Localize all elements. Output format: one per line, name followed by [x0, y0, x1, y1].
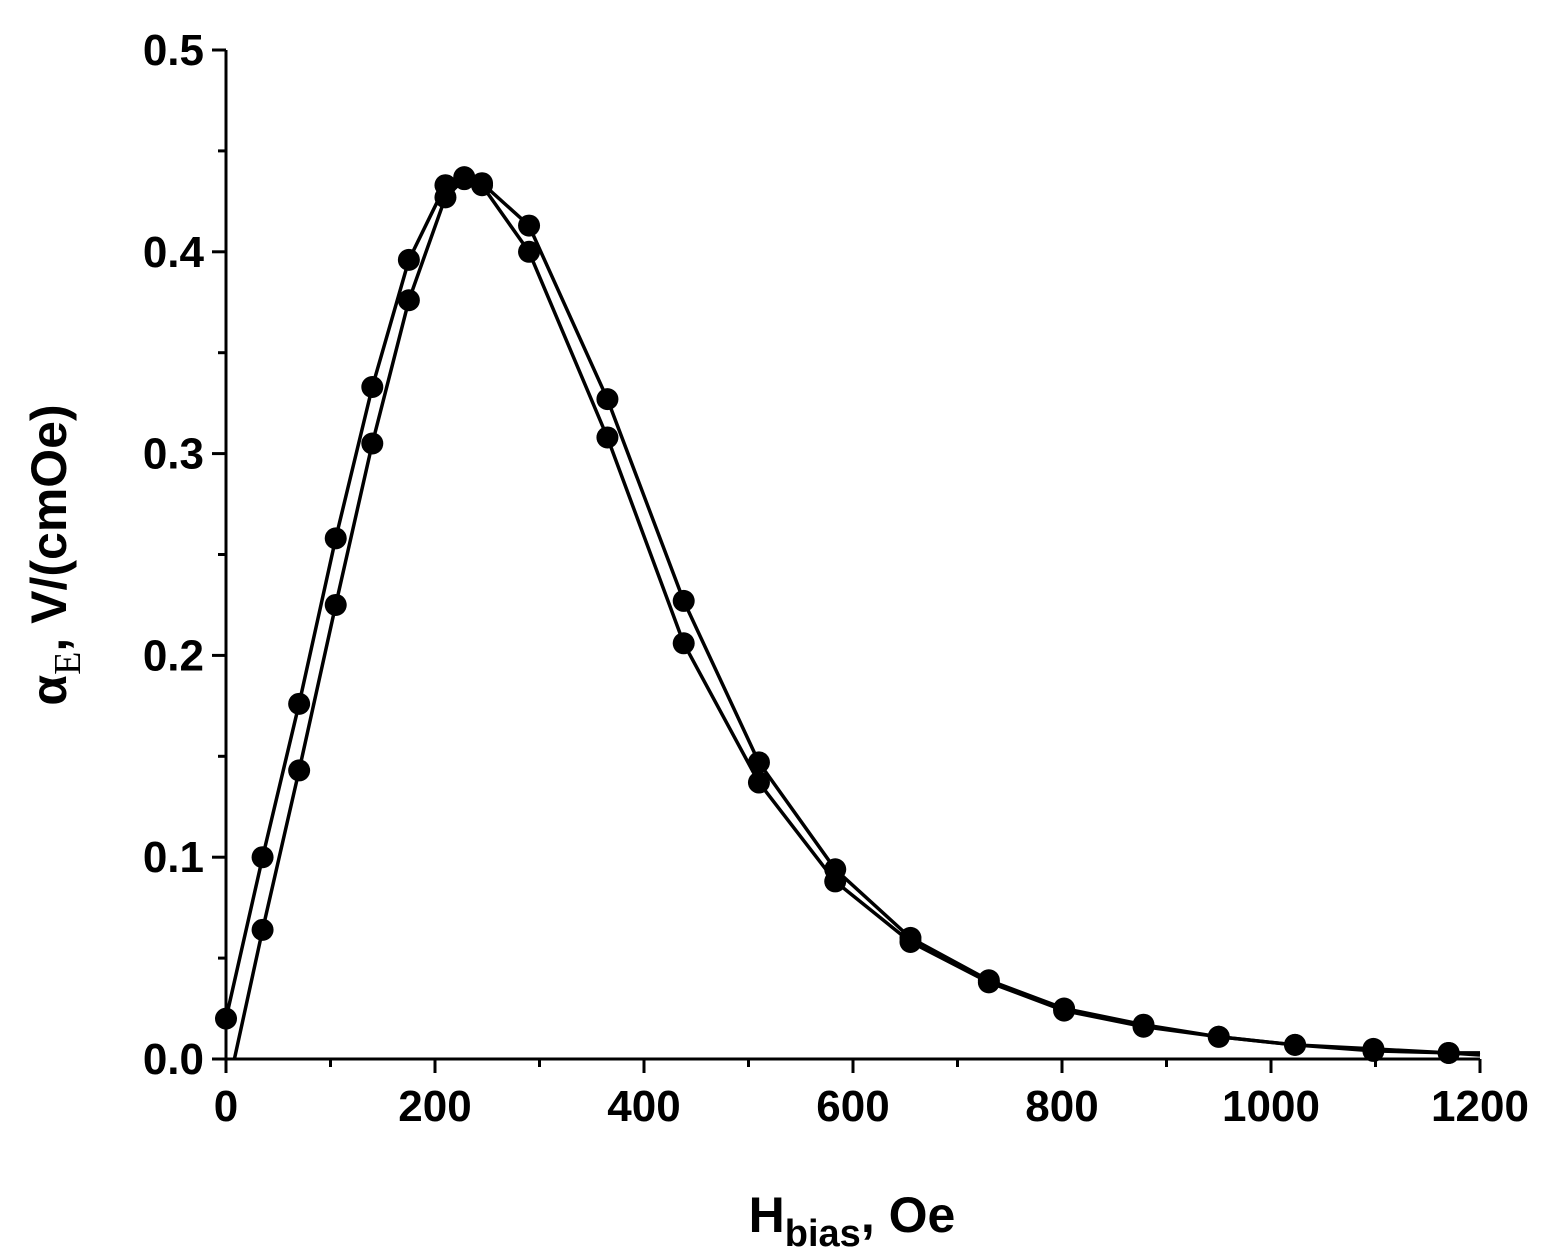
y-axis-title-sub: E — [47, 652, 89, 675]
series-2-point — [1207, 1025, 1230, 1048]
y-tick-label: 0.3 — [143, 430, 204, 479]
series-2-point — [518, 240, 541, 263]
y-axis-title-suffix: , V/(cmOe) — [21, 404, 77, 651]
series-1-point — [361, 376, 384, 399]
series-1-point — [288, 692, 311, 715]
x-tick-label: 800 — [1025, 1082, 1098, 1131]
y-axis-title: αE, V/(cmOe) — [21, 404, 89, 705]
y-tick-label: 0.1 — [143, 833, 204, 882]
x-tick-label: 400 — [607, 1082, 680, 1131]
axes: 0 200 400 600 800 1000 1200 0.0 0.1 0.2 0.3 0.4 0.5 — [143, 26, 1529, 1131]
x-axis-title: Hbias, Oe — [749, 1187, 956, 1255]
series-2-point — [1284, 1033, 1307, 1056]
series-1-point — [215, 1007, 237, 1030]
series-1-point — [324, 527, 347, 550]
x-tick-label: 600 — [816, 1082, 889, 1131]
x-tick-label: 1200 — [1431, 1082, 1529, 1131]
y-tick-label: 0.4 — [143, 228, 205, 277]
y-tick-label: 0.0 — [143, 1035, 204, 1084]
series-2-line — [232, 177, 1481, 1060]
series-2-point — [434, 186, 457, 209]
series-1-point — [747, 751, 770, 774]
series-2-point — [288, 759, 311, 782]
series-2-point — [596, 426, 619, 449]
x-axis-title-suffix: , Oe — [861, 1187, 955, 1243]
series-2-point — [324, 593, 347, 616]
series-2-point — [899, 930, 922, 953]
series-2-point — [1362, 1039, 1385, 1062]
series-2-point — [672, 632, 695, 655]
series-2-point — [977, 971, 1000, 994]
series-2-point — [397, 289, 420, 312]
series-2-point — [251, 918, 274, 941]
y-tick-label: 0.2 — [143, 631, 204, 680]
series-2-point — [453, 168, 476, 191]
y-tick-label: 0.5 — [143, 26, 204, 75]
series-2-point — [1053, 999, 1076, 1022]
series-2-point — [471, 174, 494, 197]
x-tick-label: 0 — [214, 1082, 238, 1131]
series-layer — [215, 166, 1481, 1064]
series-2-point — [1437, 1041, 1460, 1064]
series-2-point — [747, 771, 770, 794]
series-2-point — [1132, 1015, 1155, 1038]
series-1-point — [672, 589, 695, 612]
y-axis-title-main: α — [21, 675, 77, 706]
series-1-point — [397, 248, 420, 271]
series-2-point — [824, 870, 847, 893]
series-1-point — [518, 214, 541, 237]
x-axis-title-main: H — [749, 1187, 785, 1243]
x-tick-label: 200 — [398, 1082, 471, 1131]
x-tick-label: 1000 — [1222, 1082, 1320, 1131]
series-1-point — [596, 388, 619, 411]
x-axis-title-sub: bias — [785, 1213, 861, 1255]
series-2-point — [361, 432, 384, 455]
series-1-point — [251, 846, 274, 869]
